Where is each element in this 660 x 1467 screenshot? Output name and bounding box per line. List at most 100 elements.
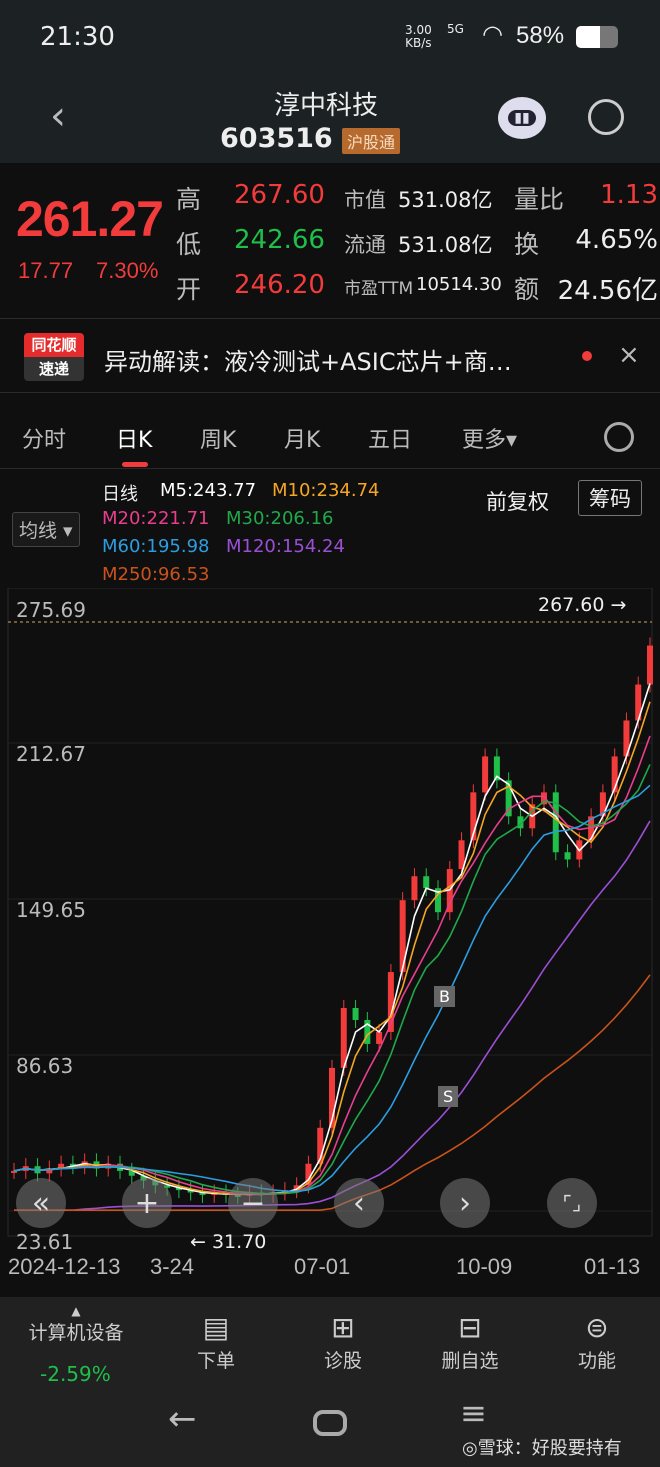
close-icon[interactable]: × <box>618 340 640 370</box>
ma20: M20:221.71 <box>102 508 210 529</box>
candle <box>564 852 571 860</box>
ma-select[interactable]: 均线 ▾ <box>12 512 80 547</box>
quote-value: 24.56亿 <box>557 276 658 306</box>
candle <box>187 1190 194 1193</box>
quote-value: 531.08亿 <box>398 233 493 257</box>
scroll-left-button[interactable]: ‹ <box>334 1178 384 1228</box>
candle <box>58 1163 65 1169</box>
fullscreen-button[interactable]: ⌜⌟ <box>547 1178 597 1228</box>
chart-frame <box>7 588 653 1237</box>
order-button[interactable]: ▤ 下单 <box>166 1310 266 1373</box>
candle <box>493 756 500 781</box>
sector-button[interactable]: ▲ 计算机设备 <box>28 1304 124 1344</box>
candle <box>305 1163 312 1186</box>
candle <box>623 720 630 757</box>
wifi-icon: ◠ <box>482 20 503 48</box>
x-tick: 3-24 <box>150 1254 195 1279</box>
zoom-in-button[interactable]: + <box>122 1178 172 1228</box>
tab-2[interactable]: 周K <box>200 428 237 453</box>
functions-button[interactable]: ⊜ 功能 <box>547 1310 647 1373</box>
news-badge: 同花顺 速递 <box>24 333 84 381</box>
candle <box>11 1170 17 1173</box>
ma10: M10:234.74 <box>272 480 380 501</box>
candle <box>470 792 477 841</box>
candle <box>647 645 653 685</box>
candle <box>340 1008 347 1068</box>
scroll-right-button[interactable]: › <box>440 1178 490 1228</box>
quote-value: 1.13 <box>600 180 658 210</box>
low-label: ← 31.70 <box>190 1231 267 1253</box>
quote-label: 额 <box>514 275 540 304</box>
search-icon[interactable] <box>588 99 624 135</box>
scroll-start-button[interactable]: « <box>16 1178 66 1228</box>
candle <box>293 1185 300 1191</box>
sell-marker: S <box>438 1086 459 1107</box>
current-price: 261.27 <box>16 191 164 247</box>
tab-3[interactable]: 月K <box>284 428 321 453</box>
candle <box>376 1031 383 1044</box>
adjust-select[interactable]: 前复权 <box>486 490 549 514</box>
quote-label: 低 <box>176 230 202 259</box>
ma-line-m250 <box>14 974 651 1212</box>
candle <box>635 684 642 721</box>
hk-connect-tag: 沪股通 <box>342 128 401 154</box>
ma120: M120:154.24 <box>226 536 345 557</box>
ma5: M5:243.77 <box>160 480 257 501</box>
y-tick: 23.61 <box>16 1230 74 1254</box>
quote-label: 市值 <box>344 188 386 212</box>
ma-label: 日线 <box>102 484 138 505</box>
zoom-out-button[interactable]: − <box>228 1178 278 1228</box>
net-speed: 3.00 KB/s <box>405 23 432 50</box>
x-tick: 07-01 <box>294 1254 351 1279</box>
y-tick: 149.65 <box>16 898 86 922</box>
candle <box>541 792 547 805</box>
ma-line-m120 <box>14 820 651 1212</box>
news-headline[interactable]: 异动解读：液冷测试+ASIC芯片+商… <box>104 348 512 376</box>
candle <box>352 1008 359 1020</box>
robot-icon[interactable]: ▮▮ <box>498 97 546 139</box>
x-tick: 10-09 <box>456 1254 513 1279</box>
quote-label: 流通 <box>344 233 386 257</box>
nav-back-icon[interactable]: ← <box>168 1399 197 1439</box>
nav-menu-icon[interactable]: ≡ <box>460 1394 487 1432</box>
back-button[interactable]: ‹ <box>50 93 66 139</box>
settings-icon[interactable] <box>604 422 634 452</box>
quote-label: 换 <box>514 230 540 259</box>
candle <box>199 1192 206 1195</box>
candle <box>364 1019 371 1044</box>
candle <box>552 792 559 853</box>
remove-watchlist-button[interactable]: ⊟ 删自选 <box>420 1310 520 1373</box>
candle <box>435 888 441 913</box>
battery-icon <box>576 26 618 48</box>
candle <box>69 1163 76 1167</box>
bottom-toolbar <box>0 1297 660 1467</box>
header: ‹ 淳中科技 603516 沪股通 ▮▮ <box>0 75 660 163</box>
quote-value: 4.65% <box>575 225 658 255</box>
kline-chart[interactable] <box>0 588 660 1238</box>
nav-home-icon[interactable] <box>313 1410 347 1436</box>
candle <box>423 876 430 889</box>
candle <box>329 1067 335 1128</box>
candle <box>599 792 606 817</box>
ma250: M250:96.53 <box>102 564 210 585</box>
order-icon: ▤ <box>202 1311 230 1344</box>
tab-5[interactable]: 更多▾ <box>462 428 518 453</box>
y-tick: 86.63 <box>16 1054 74 1078</box>
candle <box>399 900 406 973</box>
functions-icon: ⊜ <box>585 1311 609 1344</box>
candle <box>458 840 465 870</box>
tab-1[interactable]: 日K <box>116 428 153 453</box>
battery-level: 58% <box>516 22 565 49</box>
network-icon: 5G <box>447 22 464 36</box>
candle <box>128 1170 135 1176</box>
tab-4[interactable]: 五日 <box>368 428 413 453</box>
chip-button[interactable]: 筹码 <box>578 480 642 516</box>
diagnose-icon: ⊞ <box>331 1311 355 1344</box>
candle <box>482 756 489 793</box>
quote-label: 量比 <box>514 185 565 214</box>
candle <box>517 816 524 829</box>
tab-0[interactable]: 分时 <box>22 428 67 453</box>
watermark: ◎雪球：好股要持有 <box>462 1438 622 1459</box>
quote-label: 市盈TTM <box>344 279 414 299</box>
diagnose-button[interactable]: ⊞ 诊股 <box>293 1310 393 1373</box>
